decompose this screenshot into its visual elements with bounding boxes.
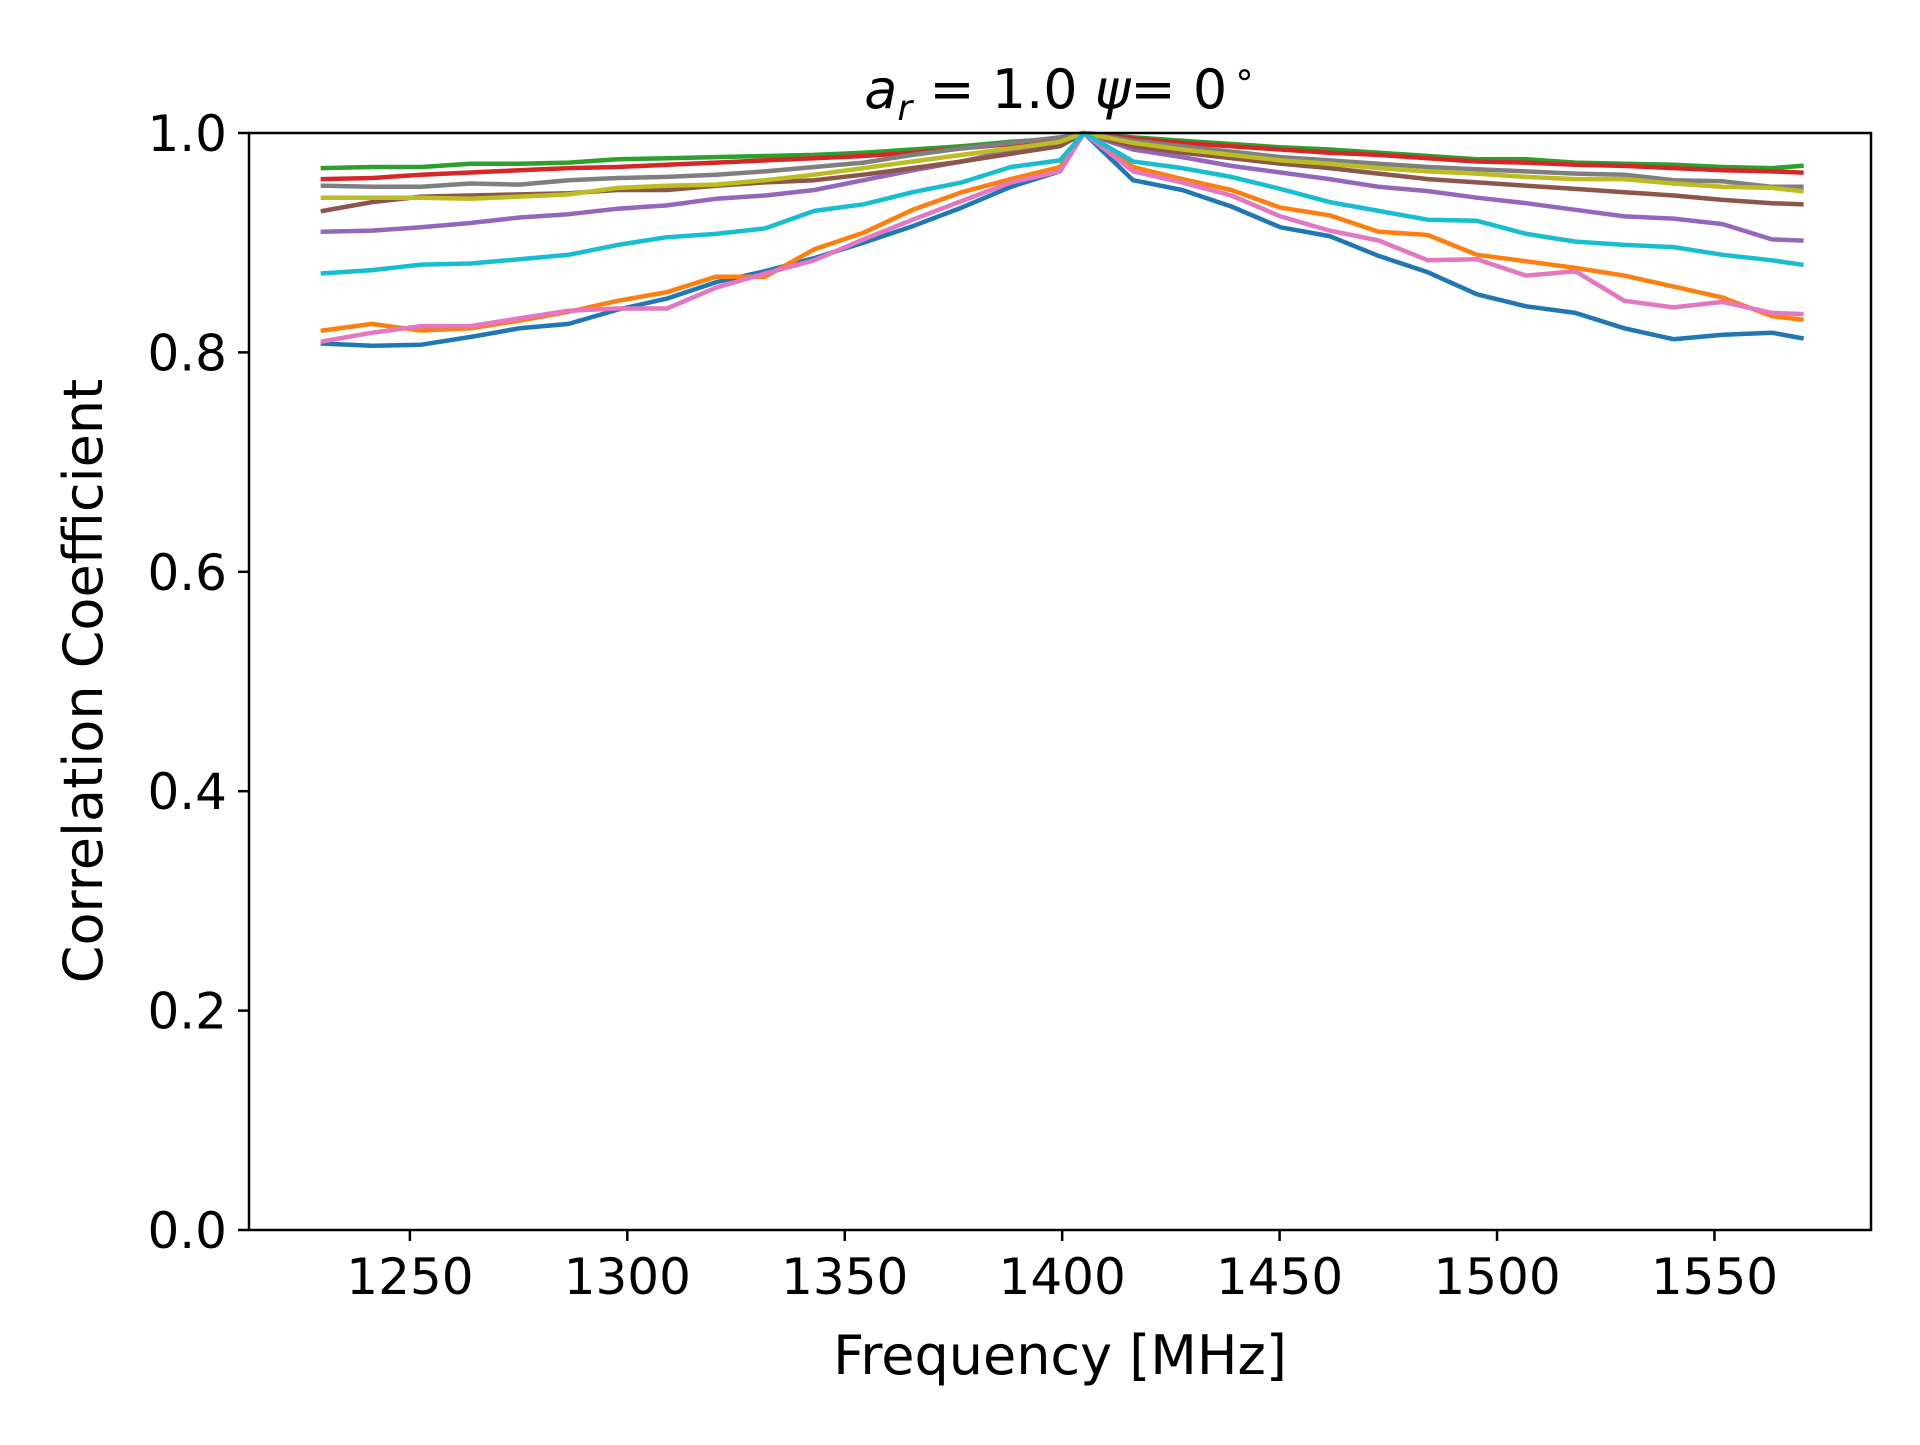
x-tick-label: 1550 <box>1651 1248 1778 1306</box>
x-tick-label: 1500 <box>1433 1248 1560 1306</box>
x-tick-label: 1300 <box>564 1248 691 1306</box>
x-axis-ticks: 1250 1300 1350 1400 1450 1500 1550 <box>346 1230 1778 1306</box>
y-axis-ticks: 0.0 0.2 0.4 0.6 0.8 1.0 <box>147 105 249 1260</box>
y-tick-label: 1.0 <box>147 105 227 163</box>
y-tick-label: 0.6 <box>147 544 227 602</box>
series-layer <box>320 130 1805 349</box>
x-tick-label: 1400 <box>999 1248 1126 1306</box>
x-tick-label: 1250 <box>346 1248 473 1306</box>
x-tick-label: 1350 <box>781 1248 908 1306</box>
chart-title: ar = 1.0 ψ= 0 ∘ <box>864 54 1255 129</box>
plot-frame <box>247 131 1873 1232</box>
series-line-10 <box>320 130 1804 276</box>
y-axis-label: Correlation Coefficient <box>52 379 115 983</box>
y-tick-label: 0.8 <box>147 324 227 382</box>
series-line-7 <box>320 130 1804 345</box>
y-tick-label: 0.4 <box>147 763 227 821</box>
x-axis-label: Frequency [MHz] <box>833 1324 1287 1387</box>
x-tick-label: 1450 <box>1216 1248 1343 1306</box>
y-tick-label: 0.2 <box>147 983 227 1041</box>
y-tick-label: 0.0 <box>147 1202 227 1260</box>
series-line-9 <box>320 130 1804 202</box>
